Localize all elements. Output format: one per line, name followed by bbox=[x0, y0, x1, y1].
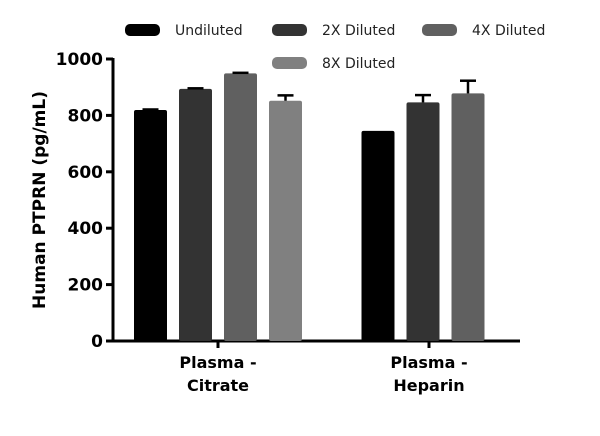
legend-swatch bbox=[422, 24, 457, 36]
legend-swatch bbox=[272, 24, 307, 36]
x-tick-label: Heparin bbox=[393, 376, 464, 395]
legend: Undiluted 2X Diluted 4X Diluted 8X Diluted bbox=[125, 23, 545, 72]
y-tick-label: 600 bbox=[68, 163, 104, 183]
legend-label: Undiluted bbox=[175, 23, 243, 39]
y-tick-label: 400 bbox=[68, 219, 104, 239]
axes: 0 200 400 600 800 1000 Plasma - Citrate Plasma -… bbox=[56, 50, 520, 395]
bar-8x-diluted bbox=[269, 100, 302, 342]
bar-undiluted bbox=[361, 130, 395, 341]
bars bbox=[134, 71, 485, 342]
x-tick-label: Citrate bbox=[187, 376, 249, 395]
x-tick-label: Plasma - bbox=[390, 353, 467, 372]
y-axis-label: Human PTPRN (pg/mL) bbox=[30, 91, 50, 309]
legend-swatch bbox=[125, 24, 160, 36]
y-tick-label: 0 bbox=[91, 332, 103, 352]
bar-4x-diluted bbox=[224, 73, 257, 341]
bar-2x-diluted bbox=[406, 102, 440, 341]
y-tick-label: 200 bbox=[68, 276, 104, 296]
bar-undiluted bbox=[134, 110, 167, 342]
legend-label: 8X Diluted bbox=[322, 56, 395, 72]
legend-swatch bbox=[272, 57, 307, 69]
bar-4x-diluted bbox=[451, 93, 485, 342]
x-tick-label: Plasma - bbox=[179, 353, 256, 372]
y-tick-label: 800 bbox=[68, 106, 104, 126]
y-tick-label: 1000 bbox=[56, 50, 103, 70]
legend-label: 4X Diluted bbox=[472, 23, 545, 39]
bar-2x-diluted bbox=[179, 88, 212, 341]
legend-label: 2X Diluted bbox=[322, 23, 395, 39]
